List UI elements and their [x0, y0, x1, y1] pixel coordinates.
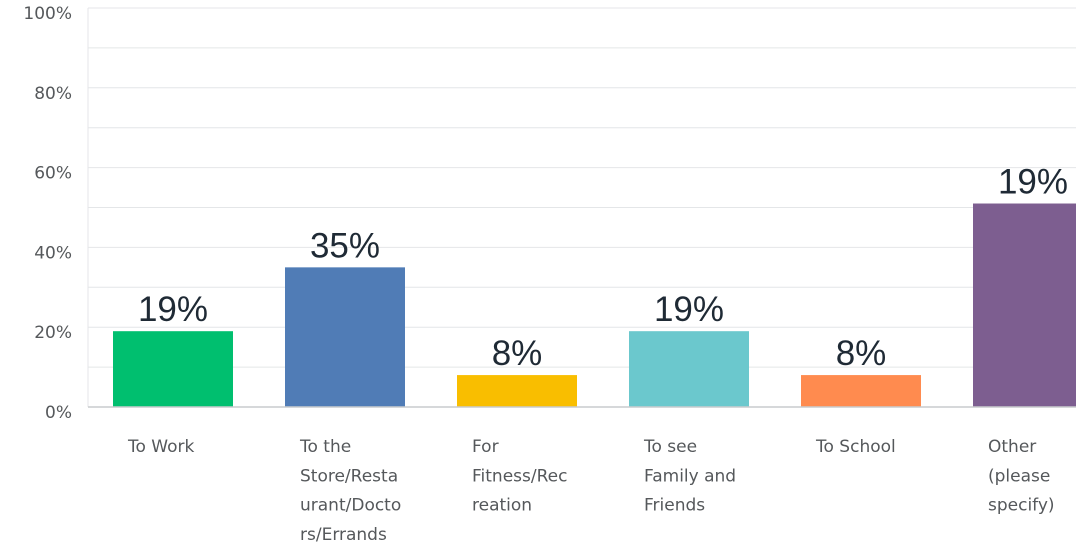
- y-tick-label: 20%: [34, 323, 72, 343]
- y-tick-label: 40%: [34, 243, 72, 263]
- category-label: To Work: [127, 437, 195, 457]
- y-tick-label: 0%: [45, 403, 72, 423]
- data-label: 19%: [138, 290, 208, 329]
- y-tick-label: 60%: [34, 164, 72, 184]
- bars: [113, 203, 1076, 407]
- category-label: Other (please specify): [988, 437, 1055, 516]
- data-label: 35%: [310, 226, 380, 265]
- bar: [973, 203, 1076, 407]
- category-label: For Fitness/Rec reation: [472, 437, 567, 516]
- bar: [113, 331, 233, 407]
- data-labels: 19% 35% 8% 19% 8% 19%: [138, 163, 1068, 374]
- data-label: 8%: [836, 334, 887, 373]
- bar: [457, 375, 577, 407]
- bar: [629, 331, 749, 407]
- y-tick-label: 80%: [34, 84, 72, 104]
- data-label: 8%: [492, 334, 543, 373]
- bar: [285, 267, 405, 407]
- data-label: 19%: [654, 290, 724, 329]
- x-axis: To Work To the Store/Resta urant/Docto rs/Er…: [88, 406, 1076, 543]
- y-tick-label: 100%: [23, 4, 72, 24]
- data-label: 19%: [998, 163, 1068, 202]
- gridlines: [88, 7, 1076, 368]
- category-label: To the Store/Resta urant/Docto rs/Errands: [299, 437, 401, 543]
- category-label: To School: [815, 437, 896, 457]
- bar: [801, 375, 921, 407]
- y-axis: 0% 20% 40% 60% 80% 100%: [23, 4, 89, 423]
- category-label: To see Family and Friends: [643, 437, 736, 516]
